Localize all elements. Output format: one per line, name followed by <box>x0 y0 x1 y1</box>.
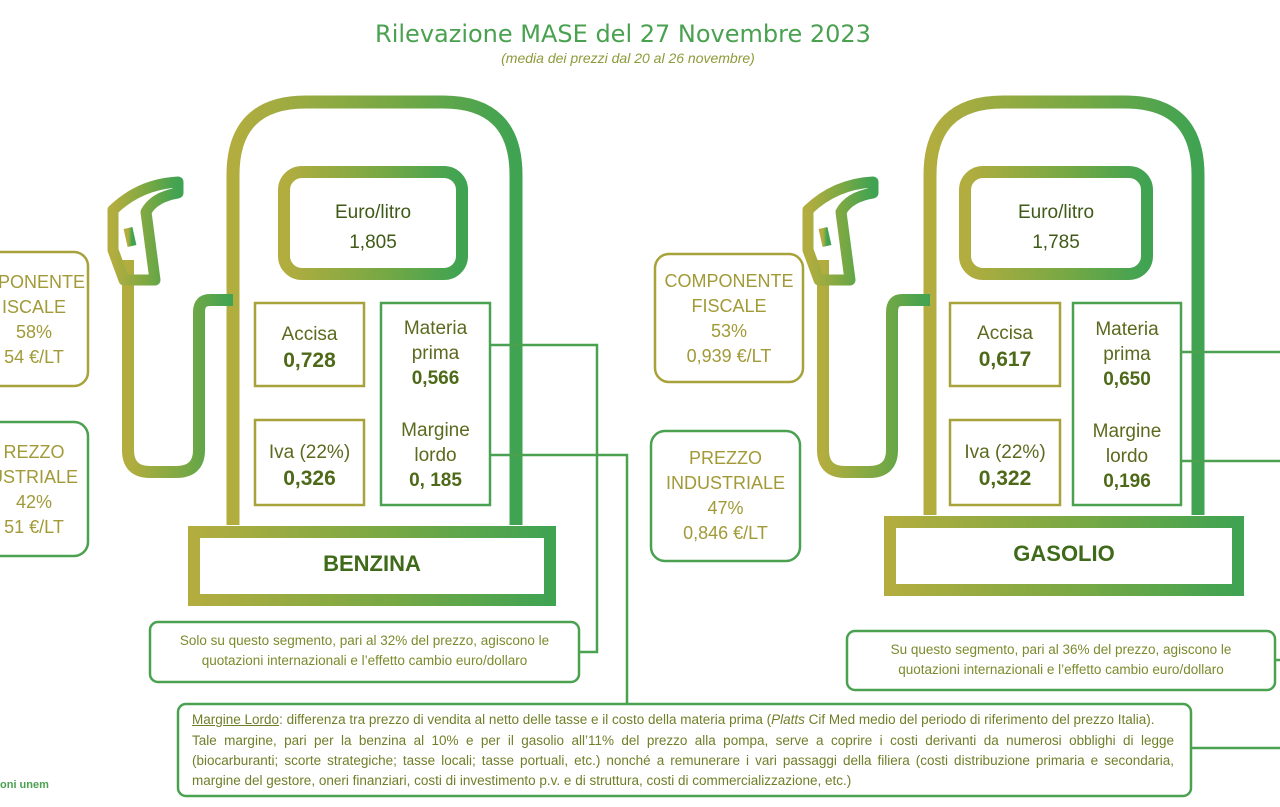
benzina-iva-value: 0,326 <box>283 467 336 490</box>
benzina-pump-illustration <box>107 95 556 606</box>
benzina-iva-label: Iva (22%) <box>268 442 351 463</box>
gasolio-materia-value: 0,650 <box>1103 369 1151 390</box>
gasolio-accisa-value: 0,617 <box>978 348 1032 371</box>
benzina-fiscal-line2: ISCALE <box>1 297 67 317</box>
margin-note-platts: Platts <box>771 712 805 727</box>
gasolio-industrial-pct: 47% <box>707 498 744 518</box>
gasolio-margine-label-2: lordo <box>1105 446 1149 467</box>
benzina-industrial-value: 51 €/LT <box>4 517 64 537</box>
connector-lines <box>490 343 1280 750</box>
gasolio-note-line2: quotazioni internazionali e l’effetto ca… <box>898 662 1224 677</box>
margin-note-line3: (biocarburanti; scorte strategiche; tass… <box>192 753 1174 768</box>
gasolio-fiscal-pct: 53% <box>710 321 748 341</box>
gasolio-industrial-box: PREZZO INDUSTRIALE 47% 0,846 €/LT <box>651 446 800 546</box>
side-boxes <box>0 250 805 563</box>
benzina-fuel-label: BENZINA <box>323 551 421 576</box>
gasolio-note: Su questo segmento, pari al 36% del prez… <box>847 640 1275 680</box>
margin-note-line1-end: Cif Med medio del periodo di riferimento… <box>804 712 1155 727</box>
benzina-materia-prima: Materia prima 0,566 <box>381 316 490 392</box>
benzina-industrial-line2: USTRIALE <box>0 467 79 487</box>
benzina-fiscal-box: MPONENTE ISCALE 58% 54 €/LT <box>0 270 88 370</box>
gasolio-iva: Iva (22%) 0,322 <box>950 440 1060 493</box>
gasolio-fiscal-box: COMPONENTE FISCALE 53% 0,939 €/LT <box>655 269 803 369</box>
benzina-materia-label-1: Materia <box>403 318 468 339</box>
gasolio-display-label: Euro/litro <box>1017 202 1095 223</box>
benzina-accisa-label: Accisa <box>281 324 338 345</box>
benzina-margine-label-2: lordo <box>414 445 457 466</box>
gasolio-industrial-line2: INDUSTRIALE <box>665 473 786 493</box>
benzina-accisa-value: 0,728 <box>283 349 336 372</box>
gasolio-accisa-label: Accisa <box>977 323 1033 344</box>
benzina-margine-value: 0, 185 <box>409 470 462 491</box>
benzina-fiscal-pct: 58% <box>15 322 53 342</box>
gasolio-fuel-label: GASOLIO <box>1013 541 1115 566</box>
benzina-fiscal-line1: MPONENTE <box>0 272 85 292</box>
benzina-materia-value: 0,566 <box>411 368 460 389</box>
benzina-margine-lordo: Margine lordo 0, 185 <box>381 418 490 494</box>
margin-note-term: Margine Lordo <box>192 712 280 727</box>
gasolio-materia-prima: Materia prima 0,650 <box>1073 317 1181 393</box>
benzina-note: Solo su questo segmento, pari al 32% del… <box>150 631 579 671</box>
gasolio-iva-value: 0,322 <box>978 467 1032 490</box>
page-title: Rilevazione MASE del 27 Novembre 2023 <box>375 20 871 48</box>
margin-note-line4: margine del gestore, oneri finanziari, c… <box>192 773 852 788</box>
gasolio-display: Euro/litro 1,785 <box>965 198 1147 258</box>
benzina-note-line1: Solo su questo segmento, pari al 32% del… <box>179 633 550 648</box>
gasolio-materia-label-2: prima <box>1103 344 1151 365</box>
gasolio-margine-label-1: Margine <box>1092 421 1162 442</box>
gasolio-industrial-value: 0,846 €/LT <box>683 523 768 543</box>
benzina-accisa: Accisa 0,728 <box>255 322 364 375</box>
benzina-industrial-pct: 42% <box>15 492 53 512</box>
benzina-display-label: Euro/litro <box>334 202 412 223</box>
benzina-industrial-line1: REZZO <box>3 442 65 462</box>
benzina-note-line2: quotazioni internazionali e l’effetto ca… <box>201 653 528 668</box>
margin-note-line2: Tale margine, pari per la benzina al 10%… <box>192 733 1174 748</box>
benzina-margine-label-1: Margine <box>401 420 470 441</box>
margin-note-line1-rest: : differenza tra prezzo di vendita al ne… <box>279 712 772 727</box>
gasolio-pump-illustration <box>802 95 1244 596</box>
gasolio-fiscal-line1: COMPONENTE <box>664 271 794 291</box>
gasolio-industrial-line1: PREZZO <box>688 448 762 468</box>
benzina-materia-label-2: prima <box>411 343 460 364</box>
footer-brand: oni unem <box>0 779 49 791</box>
benzina-display: Euro/litro 1,805 <box>284 198 462 258</box>
gasolio-display-value: 1,785 <box>1032 232 1080 253</box>
gasolio-fiscal-value: 0,939 €/LT <box>686 346 772 366</box>
gasolio-margine-lordo: Margine lordo 0,196 <box>1073 419 1181 495</box>
benzina-component-boxes <box>253 301 492 507</box>
page-subtitle: (media dei prezzi dal 20 al 26 novembre) <box>501 50 755 66</box>
margin-note-line1: Margine Lordo: differenza tra prezzo di … <box>192 710 1155 729</box>
benzina-display-value: 1,805 <box>349 232 397 253</box>
gasolio-margine-value: 0,196 <box>1103 471 1151 492</box>
benzina-iva: Iva (22%) 0,326 <box>255 440 364 493</box>
gasolio-accisa: Accisa 0,617 <box>950 321 1060 374</box>
gasolio-component-boxes <box>948 301 1183 507</box>
benzina-fiscal-value: 54 €/LT <box>4 347 64 367</box>
gasolio-note-line1: Su questo segmento, pari al 36% del prez… <box>890 642 1232 657</box>
gasolio-fiscal-line2: FISCALE <box>691 296 767 316</box>
gasolio-iva-label: Iva (22%) <box>964 442 1046 463</box>
benzina-industrial-box: REZZO USTRIALE 42% 51 €/LT <box>0 440 88 540</box>
gasolio-materia-label-1: Materia <box>1095 319 1159 340</box>
